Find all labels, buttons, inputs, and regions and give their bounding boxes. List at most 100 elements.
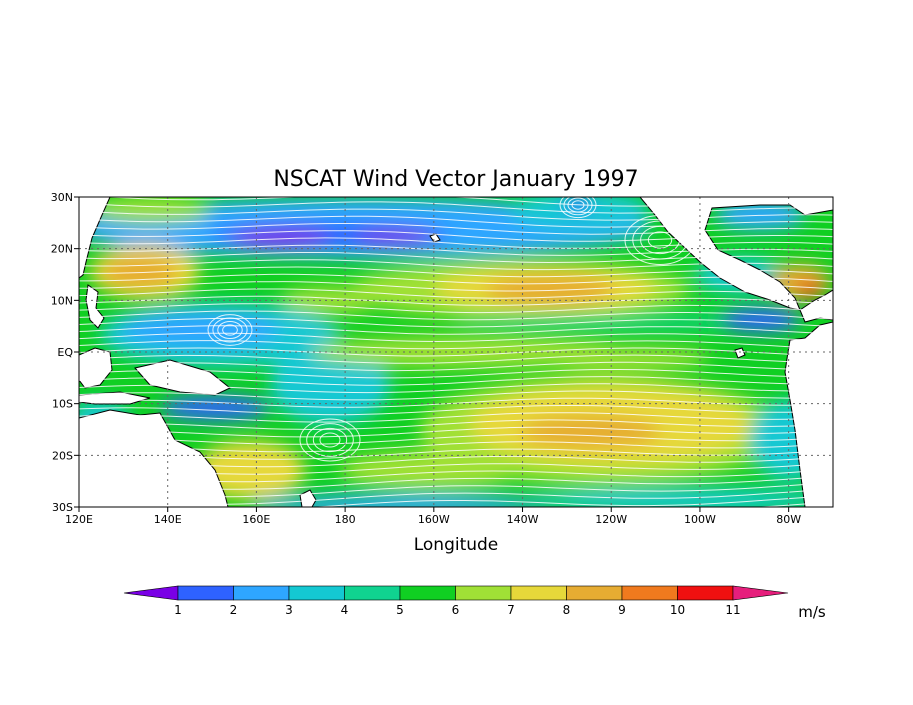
streamline <box>79 201 833 214</box>
chart-title: NSCAT Wind Vector January 1997 <box>273 167 638 192</box>
streamline-gyre <box>207 314 253 346</box>
streamline-gyre <box>563 197 593 216</box>
x-tick-label: 120W <box>595 513 627 526</box>
streamline <box>79 354 833 364</box>
streamline-gyre <box>647 231 673 249</box>
streamline <box>79 347 833 357</box>
field-blob <box>160 396 270 420</box>
streamline <box>79 488 833 505</box>
colorbar-segment <box>177 585 234 601</box>
y-tick-label: 10N <box>51 294 73 307</box>
colorbar-unit-label: m/s <box>798 603 826 621</box>
field-blob <box>340 450 520 490</box>
colorbar-tick-label: 1 <box>174 603 182 617</box>
streamline <box>79 455 833 468</box>
colorbar-tick-label: 5 <box>396 603 404 617</box>
x-tick-label: 180 <box>335 513 356 526</box>
grid-lines <box>79 197 833 507</box>
streamline-gyre <box>222 324 238 336</box>
colorbar-tick-label: 8 <box>563 603 571 617</box>
colorbar-segment <box>510 585 567 601</box>
streamline <box>79 361 833 372</box>
colorbar-segment <box>621 585 678 601</box>
streamline <box>79 469 833 483</box>
colorbar-segment <box>233 585 290 601</box>
streamline <box>79 340 833 350</box>
field-blob <box>102 256 178 288</box>
wind-speed-map <box>79 197 833 507</box>
y-tick-label: 30N <box>51 191 73 204</box>
field-blob <box>520 416 660 448</box>
streamline-gyre <box>640 225 680 255</box>
x-tick-label: 120E <box>65 513 93 526</box>
streamline <box>79 475 833 490</box>
streamline <box>79 412 833 423</box>
colorbar-labels: 1 2 3 4 5 6 7 8 9 10 11 <box>174 603 740 617</box>
streamline-gyre <box>571 200 585 210</box>
central-america-landmass <box>799 289 833 323</box>
colorbar-tick-label: 10 <box>670 603 685 617</box>
streamline <box>79 390 833 401</box>
streamline <box>79 376 833 386</box>
streamline <box>79 273 833 285</box>
streamline-gyre <box>306 423 354 457</box>
field-blob <box>250 495 550 507</box>
x-axis-title: Longitude <box>414 535 499 555</box>
streamline <box>79 208 833 221</box>
streamline-gyre <box>312 427 348 453</box>
streamline <box>79 426 833 438</box>
streamline <box>79 482 833 498</box>
streamline-gyre <box>299 418 361 462</box>
streamline <box>79 288 833 299</box>
streamline-gyre <box>559 197 597 219</box>
streamline <box>79 332 833 343</box>
streamline <box>79 383 833 394</box>
colorbar <box>123 585 789 601</box>
streamline-gyre <box>567 197 589 213</box>
streamline <box>79 462 833 475</box>
wind-streamlines <box>79 197 833 507</box>
y-tick-label: 30S <box>52 501 73 514</box>
streamline-gyre <box>632 220 688 260</box>
field-blob <box>120 312 280 348</box>
streamline <box>79 295 833 306</box>
streamline-gyre <box>212 317 248 343</box>
streamline-gyre <box>217 320 243 340</box>
streamline <box>310 495 833 507</box>
streamline <box>79 215 833 228</box>
y-tick-label: 20N <box>51 243 73 256</box>
streamline <box>79 317 833 328</box>
colorbar-segment <box>566 585 623 601</box>
colorbar-segment <box>288 585 345 601</box>
streamline <box>79 259 833 271</box>
streamline <box>79 419 833 431</box>
streamline <box>79 397 833 408</box>
y-axis: 30N 20N 10N EQ 10S 20S 30S <box>51 191 79 514</box>
colorbar-tick-label: 11 <box>725 603 740 617</box>
field-blob <box>798 282 822 298</box>
colorbar-segment <box>344 585 401 601</box>
y-tick-label: 10S <box>52 398 73 411</box>
colorbar-segment <box>399 585 456 601</box>
streamline <box>79 448 833 460</box>
streamline-gyre <box>624 215 696 265</box>
field-blob <box>270 345 390 425</box>
x-tick-label: 100W <box>684 513 716 526</box>
colorbar-segment <box>677 585 734 601</box>
streamline <box>79 434 833 445</box>
streamline <box>79 369 833 379</box>
land-masses <box>79 197 833 507</box>
streamline <box>79 223 833 235</box>
field-blob <box>530 488 830 507</box>
streamline <box>79 237 833 249</box>
field-blob <box>530 346 710 370</box>
x-axis: 120E 140E 160E 180 160W 140W 120W 100W 80W <box>65 507 801 526</box>
x-tick-label: 160E <box>242 513 270 526</box>
streamline <box>79 441 833 453</box>
streamline <box>79 230 833 242</box>
streamline <box>79 303 833 314</box>
colorbar-tick-label: 2 <box>230 603 238 617</box>
australia-landmass <box>79 409 229 507</box>
colorbar-tick-label: 4 <box>341 603 349 617</box>
